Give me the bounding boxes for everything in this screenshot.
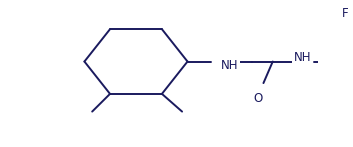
Text: F: F xyxy=(341,7,348,20)
Text: O: O xyxy=(253,92,263,105)
Text: NH: NH xyxy=(293,51,311,64)
Text: NH: NH xyxy=(221,59,238,72)
